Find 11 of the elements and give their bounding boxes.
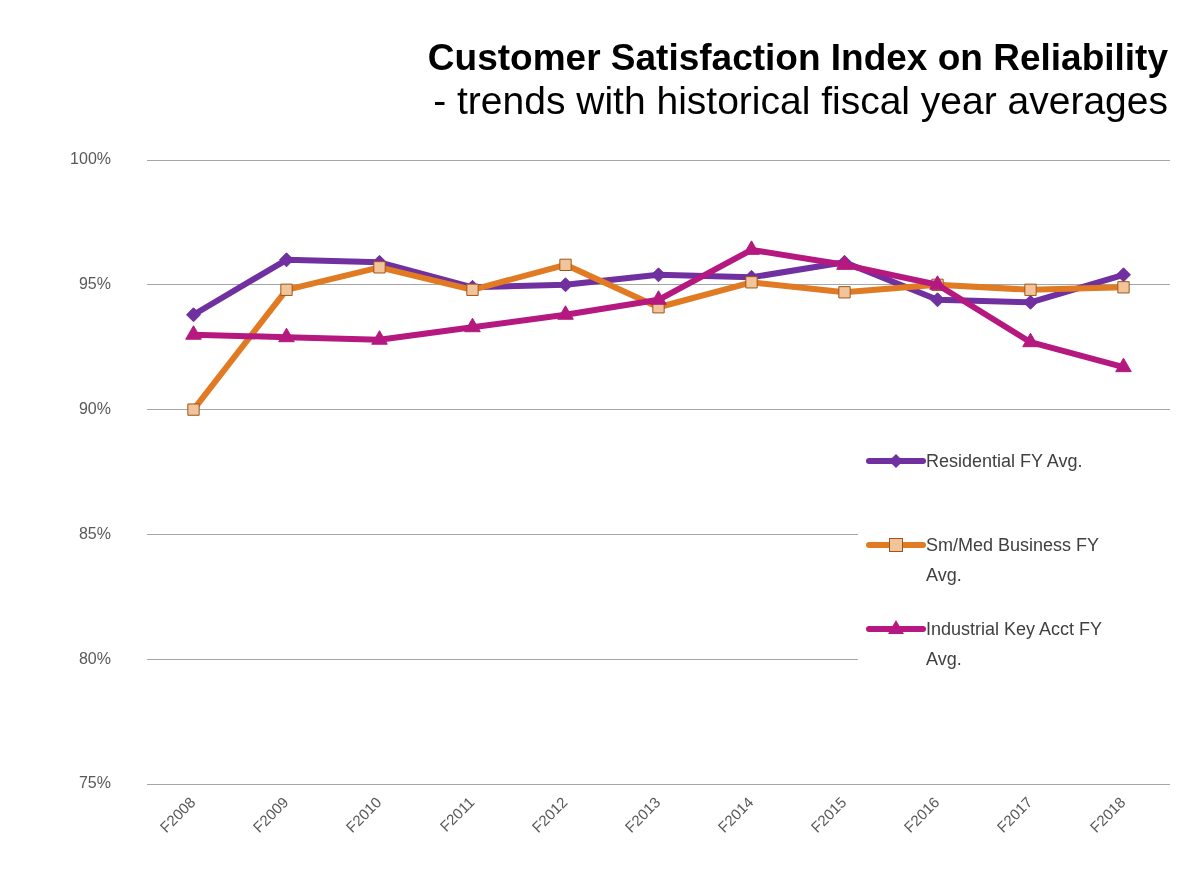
y-tick-label: 95%	[78, 275, 111, 293]
legend-label: Residential FY Avg.	[926, 450, 1084, 473]
chart-subtitle: - trends with historical fiscal year averages	[433, 78, 1168, 124]
y-tick-label: 80%	[78, 649, 111, 667]
chart-title: Customer Satisfaction Index on Reliability	[427, 36, 1168, 80]
y-tick-label: 90%	[78, 400, 111, 418]
y-tick-label: 75%	[78, 774, 111, 792]
legend-label: Industrial Key Acct FY Avg.	[926, 618, 1103, 671]
y-tick-label: 100%	[70, 150, 111, 168]
y-tick-label: 85%	[78, 524, 111, 542]
legend-label: Sm/Med Business FY Avg.	[926, 534, 1100, 587]
